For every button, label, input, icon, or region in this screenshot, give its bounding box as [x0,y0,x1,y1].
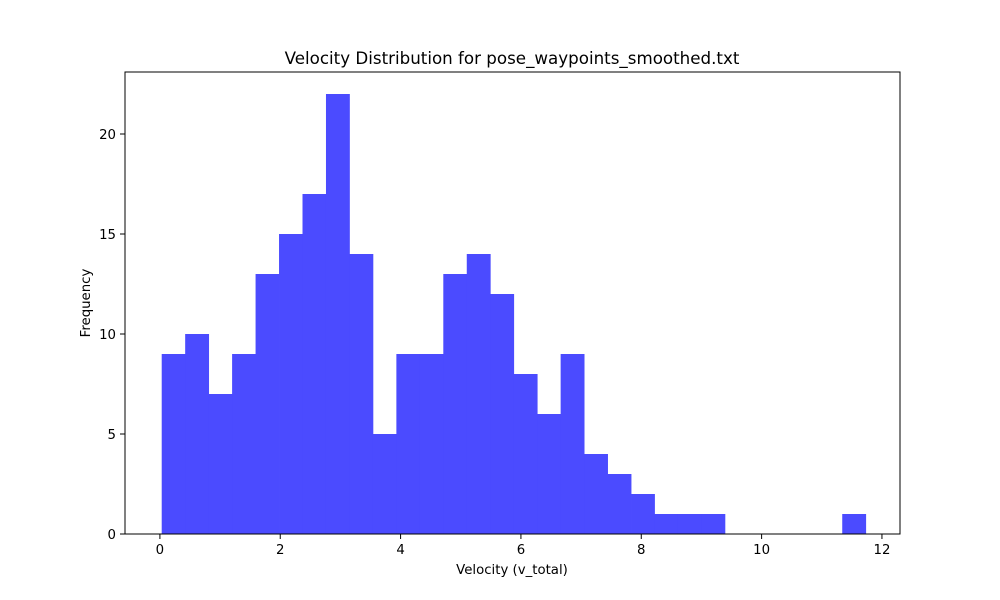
x-tick-label: 10 [753,543,770,558]
histogram-bar [654,514,679,534]
x-tick-label: 4 [396,543,404,558]
x-tick-label: 8 [637,543,645,558]
histogram-bar [466,254,491,534]
histogram-bar [560,354,585,534]
x-axis-ticks: 0 2 4 6 8 10 12 [156,534,890,558]
histogram-bar [208,394,233,534]
y-tick-label: 0 [108,528,116,543]
x-tick-label: 0 [156,543,164,558]
histogram-bar [419,354,444,534]
histogram-bar [302,194,327,534]
histogram-bar [349,254,374,534]
y-tick-label: 20 [99,128,116,143]
histogram-bar [372,434,397,534]
x-axis-label: Velocity (v_total) [456,563,568,578]
plot-area-frame [124,71,901,535]
histogram-bar [396,354,421,534]
y-axis-label: Frequency [79,269,94,338]
x-tick-label: 12 [873,543,890,558]
y-axis-ticks: 0 5 10 15 20 [99,128,125,543]
y-tick-label: 10 [99,328,116,343]
histogram-bar [161,354,186,534]
histogram-bars [161,94,867,534]
histogram-bar [185,334,210,534]
y-tick-label: 15 [99,228,116,243]
y-tick-label: 5 [108,428,116,443]
histogram-bar [255,274,280,534]
x-tick-label: 6 [517,543,525,558]
histogram-bar [513,374,538,534]
histogram-bar [537,414,562,534]
x-tick-label: 2 [276,543,284,558]
histogram-bar [842,514,867,534]
histogram-bar [607,474,632,534]
histogram-bar [677,514,702,534]
chart-title: Velocity Distribution for pose_waypoints… [285,48,740,69]
histogram-bar [490,294,515,534]
histogram-bar [279,234,303,534]
histogram-bar [325,94,350,534]
histogram-bar [232,354,256,534]
histogram-bar [584,454,608,534]
histogram-bar [631,494,655,534]
histogram-bar [443,274,468,534]
histogram-bar [701,514,726,534]
